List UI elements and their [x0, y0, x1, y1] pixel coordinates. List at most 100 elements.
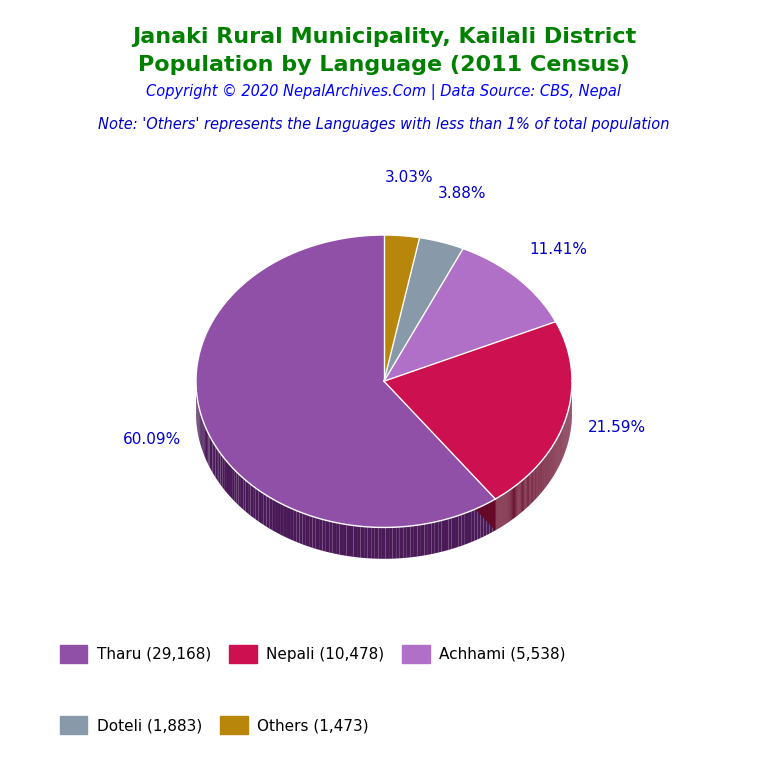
- Polygon shape: [523, 479, 524, 511]
- Polygon shape: [313, 516, 316, 549]
- Polygon shape: [206, 428, 207, 462]
- Polygon shape: [505, 492, 506, 525]
- Polygon shape: [532, 471, 533, 503]
- Polygon shape: [316, 518, 319, 550]
- Polygon shape: [256, 488, 258, 521]
- Polygon shape: [529, 474, 530, 506]
- Polygon shape: [527, 475, 528, 508]
- Polygon shape: [510, 489, 511, 521]
- Polygon shape: [528, 475, 529, 507]
- Polygon shape: [243, 478, 246, 511]
- Polygon shape: [384, 237, 463, 381]
- Polygon shape: [445, 518, 449, 551]
- Polygon shape: [414, 525, 418, 557]
- Polygon shape: [384, 381, 495, 531]
- Polygon shape: [509, 489, 510, 521]
- Polygon shape: [270, 497, 272, 530]
- Polygon shape: [522, 480, 523, 511]
- Polygon shape: [481, 505, 484, 538]
- Text: 21.59%: 21.59%: [588, 421, 646, 435]
- Polygon shape: [214, 444, 216, 478]
- Polygon shape: [353, 525, 357, 558]
- Polygon shape: [418, 525, 421, 557]
- Polygon shape: [403, 526, 407, 558]
- Polygon shape: [326, 520, 329, 552]
- Polygon shape: [410, 525, 414, 558]
- Polygon shape: [504, 494, 505, 525]
- Polygon shape: [533, 470, 534, 502]
- Polygon shape: [384, 249, 556, 381]
- Polygon shape: [220, 453, 222, 487]
- Polygon shape: [484, 504, 487, 537]
- Polygon shape: [375, 528, 379, 559]
- Polygon shape: [204, 423, 205, 457]
- Polygon shape: [519, 482, 521, 514]
- Polygon shape: [350, 525, 353, 557]
- Polygon shape: [210, 436, 211, 470]
- Text: 11.41%: 11.41%: [529, 243, 587, 257]
- Polygon shape: [407, 526, 410, 558]
- Polygon shape: [232, 468, 234, 501]
- Polygon shape: [425, 524, 428, 555]
- Polygon shape: [303, 513, 306, 545]
- Polygon shape: [384, 381, 495, 531]
- Polygon shape: [343, 524, 346, 556]
- Polygon shape: [512, 488, 513, 520]
- Polygon shape: [499, 496, 501, 528]
- Polygon shape: [475, 508, 478, 541]
- Polygon shape: [323, 519, 326, 551]
- Polygon shape: [501, 495, 502, 528]
- Polygon shape: [272, 498, 275, 531]
- Polygon shape: [281, 504, 284, 536]
- Polygon shape: [465, 512, 468, 545]
- Polygon shape: [296, 511, 300, 543]
- Polygon shape: [310, 515, 313, 548]
- Polygon shape: [515, 485, 516, 518]
- Polygon shape: [250, 485, 253, 518]
- Text: 3.03%: 3.03%: [385, 170, 433, 185]
- Polygon shape: [478, 507, 481, 539]
- Text: 3.88%: 3.88%: [438, 186, 486, 201]
- Polygon shape: [432, 522, 435, 554]
- Polygon shape: [346, 525, 350, 556]
- Polygon shape: [201, 415, 202, 449]
- Polygon shape: [442, 519, 445, 551]
- Polygon shape: [389, 528, 392, 559]
- Polygon shape: [266, 495, 270, 528]
- Polygon shape: [511, 488, 512, 520]
- Polygon shape: [530, 473, 531, 505]
- Polygon shape: [495, 498, 496, 531]
- Polygon shape: [205, 425, 206, 459]
- Polygon shape: [428, 523, 432, 554]
- Legend: Doteli (1,883), Others (1,473): Doteli (1,883), Others (1,473): [60, 717, 369, 734]
- Polygon shape: [208, 433, 210, 467]
- Polygon shape: [278, 502, 281, 535]
- Polygon shape: [396, 527, 399, 558]
- Polygon shape: [222, 456, 224, 489]
- Polygon shape: [496, 498, 498, 530]
- Polygon shape: [492, 499, 495, 532]
- Polygon shape: [382, 528, 386, 559]
- Polygon shape: [290, 508, 293, 541]
- Polygon shape: [361, 526, 364, 558]
- Polygon shape: [364, 527, 368, 558]
- Polygon shape: [517, 484, 518, 516]
- Polygon shape: [234, 469, 237, 503]
- Polygon shape: [207, 431, 208, 465]
- Polygon shape: [524, 478, 525, 510]
- Polygon shape: [508, 490, 509, 522]
- Polygon shape: [319, 518, 323, 551]
- Polygon shape: [202, 418, 203, 452]
- Polygon shape: [329, 521, 333, 553]
- Polygon shape: [339, 523, 343, 555]
- Polygon shape: [526, 476, 527, 508]
- Polygon shape: [421, 524, 425, 556]
- Polygon shape: [513, 487, 514, 519]
- Polygon shape: [224, 458, 226, 492]
- Polygon shape: [531, 472, 532, 504]
- Polygon shape: [458, 515, 462, 547]
- Polygon shape: [300, 511, 303, 545]
- Polygon shape: [253, 486, 256, 519]
- Polygon shape: [462, 513, 465, 546]
- Polygon shape: [246, 480, 248, 514]
